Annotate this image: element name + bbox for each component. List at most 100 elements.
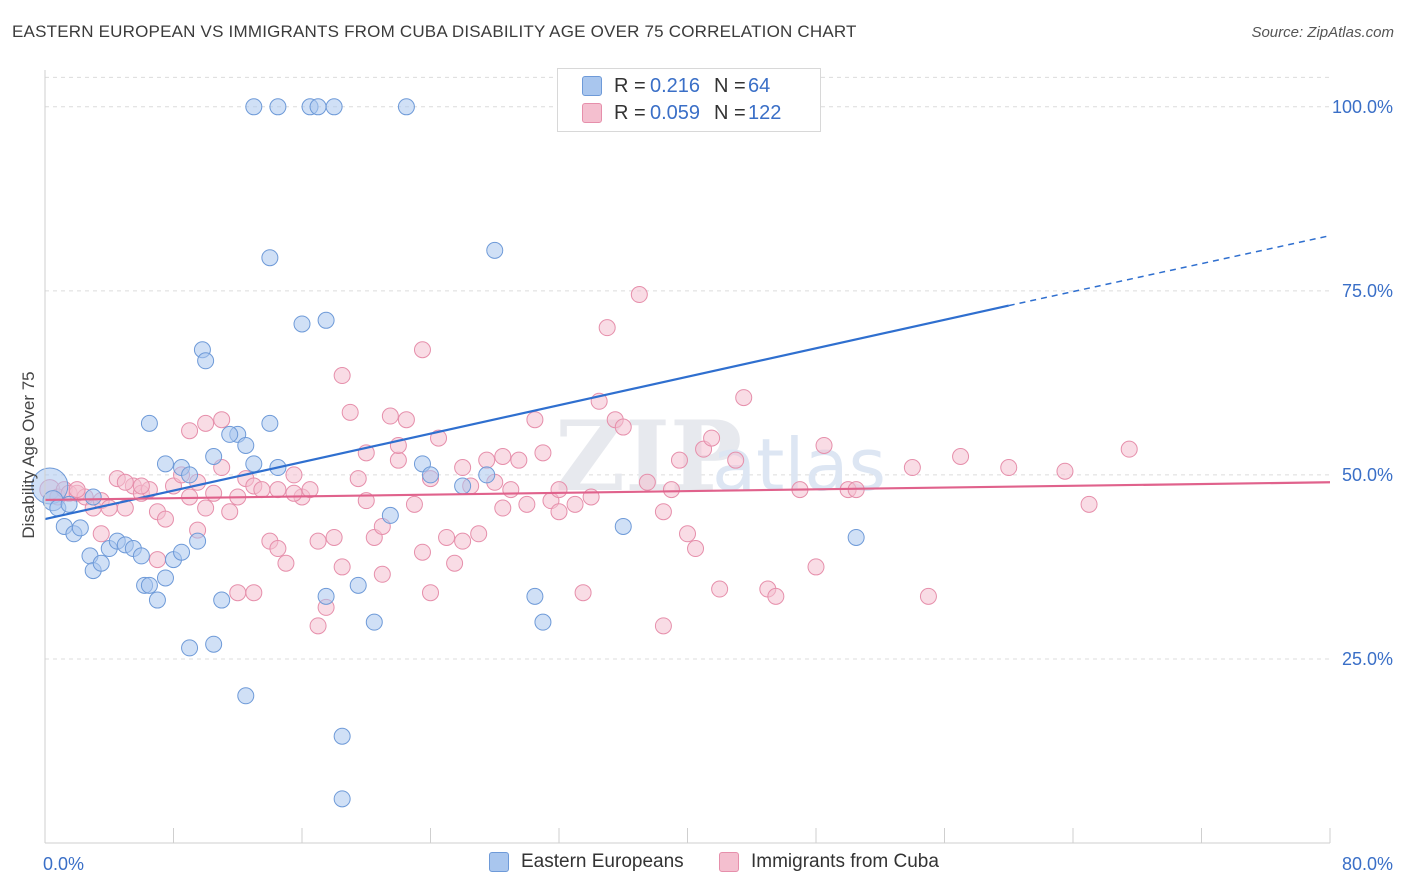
eastern-trend-extension (1008, 234, 1331, 307)
cuba-point (534, 444, 552, 462)
y-tick-label: 75.0% (1342, 281, 1393, 301)
eastern-point (197, 352, 215, 370)
x-tick-label: 80.0% (1342, 854, 1393, 874)
legend-row-eastern: R = 0.216 N = 64 (582, 73, 770, 99)
cuba-point (430, 429, 448, 447)
cuba-point (478, 451, 496, 469)
cuba-point (494, 448, 512, 465)
eastern-point (181, 466, 199, 484)
cuba-point (116, 473, 134, 491)
legend-swatch-blue (582, 76, 602, 96)
grid-layer: 25.0% 50.0% 75.0% 100.0% (45, 76, 1393, 669)
legend-item-eastern[interactable]: Eastern Europeans (489, 851, 684, 873)
eastern-point (261, 414, 279, 432)
cuba-point (197, 499, 215, 517)
legend-r-value: 0.059 (650, 101, 701, 124)
cuba-point (654, 617, 672, 635)
cuba-point (454, 532, 472, 550)
eastern-point (309, 98, 327, 116)
cuba-point (245, 584, 263, 602)
eastern-point (317, 587, 335, 605)
legend-swatch-blue (489, 852, 509, 872)
eastern-point (381, 506, 399, 524)
eastern-point (333, 790, 351, 808)
cuba-point (213, 411, 231, 429)
legend-n-value: 64 (748, 74, 771, 97)
eastern-point (156, 569, 174, 587)
cuba-point (735, 389, 753, 407)
cuba-point (325, 528, 343, 546)
cuba-point (333, 367, 351, 385)
cuba-point (711, 580, 729, 598)
source-label: Source: ZipAtlas.com (1251, 24, 1394, 41)
y-tick-label: 25.0% (1342, 649, 1393, 669)
cuba-point (197, 414, 215, 432)
cuba-point (807, 558, 825, 576)
y-tick-label: 50.0% (1342, 465, 1393, 485)
cuba-point (221, 503, 239, 521)
cuba-point (630, 286, 648, 304)
eastern-point (221, 425, 239, 443)
eastern-point (205, 635, 223, 653)
eastern-point (333, 727, 351, 745)
eastern-point (317, 311, 335, 329)
eastern-point (397, 98, 415, 116)
cuba-point (405, 495, 423, 513)
cuba-point (100, 499, 118, 517)
eastern-point (245, 98, 263, 116)
cuba-point (68, 481, 86, 499)
eastern-point (173, 543, 191, 561)
cuba-point (574, 584, 592, 602)
legend-swatch-pink (582, 103, 602, 123)
eastern-point (140, 576, 158, 594)
cuba-point (952, 448, 970, 465)
eastern-point (478, 466, 496, 484)
cuba-point (518, 495, 536, 513)
cuba-point (727, 451, 745, 469)
eastern-point (534, 613, 552, 631)
legend-r-label: R = (614, 101, 646, 124)
cuba-point (132, 477, 150, 495)
eastern-point (245, 455, 263, 473)
cuba-point (1000, 459, 1018, 477)
cuba-point (550, 503, 568, 521)
cuba-point (413, 543, 431, 561)
trend-lines (44, 234, 1331, 521)
cuba-point (638, 473, 656, 491)
cuba-point (510, 451, 528, 469)
cuba-point (679, 525, 696, 543)
cuba-point (662, 481, 680, 499)
cuba-point (815, 436, 833, 454)
y-tick-label: 100.0% (1332, 97, 1393, 117)
cuba-point (614, 418, 632, 436)
cuba-point (205, 484, 223, 502)
x-tick-label: 0.0% (43, 854, 84, 874)
cuba-point (1056, 462, 1074, 480)
eastern-point (614, 517, 632, 535)
cuba-trend-line (44, 481, 1331, 502)
eastern-point (269, 98, 287, 116)
cuba-point (687, 540, 705, 558)
cuba-point (277, 554, 295, 572)
eastern-point (189, 532, 207, 550)
cuba-point (413, 341, 431, 359)
cuba-point (285, 466, 303, 484)
legend-n-label: N = (714, 101, 746, 124)
cuba-point (156, 510, 174, 528)
cuba-point (1080, 495, 1098, 513)
cuba-point (703, 429, 721, 447)
cuba-point (373, 565, 391, 583)
eastern-point (365, 613, 383, 631)
cuba-point (397, 411, 415, 429)
eastern-point (84, 488, 102, 506)
cuba-point (422, 584, 439, 602)
legend-n-label: N = (714, 74, 746, 97)
eastern-point (325, 98, 343, 116)
eastern-point (71, 519, 89, 537)
legend-label-eastern: Eastern Europeans (521, 851, 684, 872)
eastern-point (140, 414, 158, 432)
legend-item-cuba[interactable]: Immigrants from Cuba (719, 851, 939, 873)
eastern-point (132, 547, 150, 565)
cuba-point (919, 587, 937, 605)
